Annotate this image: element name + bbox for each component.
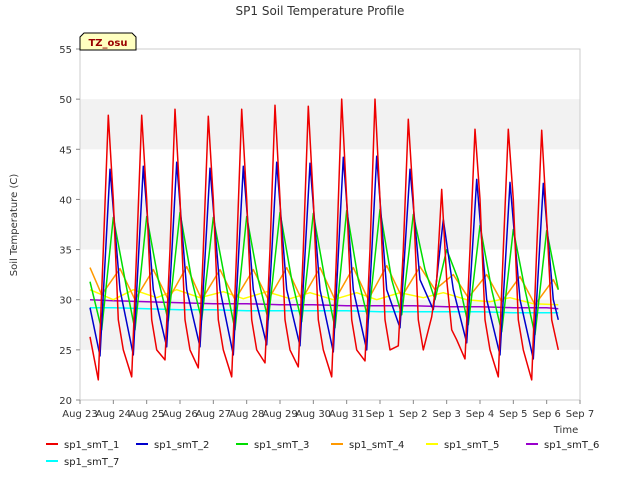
series-line-sp1_smT_1 [89,98,560,381]
legend-label: sp1_smT_3 [254,440,309,451]
series-line-sp1_smT_2 [89,155,560,360]
x-tick-label: Aug 23 [62,409,97,420]
x-tick-label: Sep 7 [566,409,594,420]
y-tick-label: 40 [59,195,72,206]
annotation-text: TZ_osu [88,38,127,49]
x-tick-label: Aug 26 [162,409,197,420]
y-tick-label: 45 [59,145,72,156]
x-tick-label: Aug 28 [229,409,264,420]
x-tick-label: Aug 30 [296,409,331,420]
annotation-badge: TZ_osu [79,32,137,51]
x-tick-label: Sep 4 [466,409,494,420]
y-tick-label: 55 [59,45,72,56]
x-tick-label: Aug 24 [96,409,131,420]
x-tick-label: Sep 5 [499,409,527,420]
legend-label: sp1_smT_6 [544,440,599,451]
y-tick-label: 25 [59,346,72,357]
x-tick-label: Sep 6 [532,409,560,420]
y-tick-label: 50 [59,95,72,106]
grid-band [80,99,580,150]
y-tick-label: 35 [59,246,72,257]
annotation-box [79,32,137,51]
plot-area-border [79,48,581,401]
legend-label: sp1_smT_5 [444,440,499,451]
y-tick-label: 30 [59,296,72,307]
x-tick-label: Aug 25 [129,409,164,420]
x-axis-label: Time [553,425,578,436]
x-tick-label: Aug 31 [329,409,364,420]
x-tick-label: Sep 2 [399,409,427,420]
y-tick-label: 20 [59,396,72,407]
y-axis-label: Soil Temperature (C) [9,174,20,277]
series-lines [89,98,560,381]
y-axis: 20 25 30 35 40 45 50 55 [59,45,80,407]
x-tick-label: Aug 29 [262,409,297,420]
legend-label: sp1_smT_4 [349,440,404,451]
x-tick-label: Aug 27 [196,409,231,420]
chart-title: SP1 Soil Temperature Profile [236,4,405,18]
legend-label: sp1_smT_7 [64,457,119,468]
x-tick-label: Sep 3 [432,409,460,420]
legend-label: sp1_smT_2 [154,440,209,451]
grid-band [80,199,580,250]
x-tick-label: Sep 1 [366,409,394,420]
legend-label: sp1_smT_1 [64,440,119,451]
legend: sp1_smT_1 sp1_smT_2 sp1_smT_3 sp1_smT_4 sp1_… [46,440,599,468]
